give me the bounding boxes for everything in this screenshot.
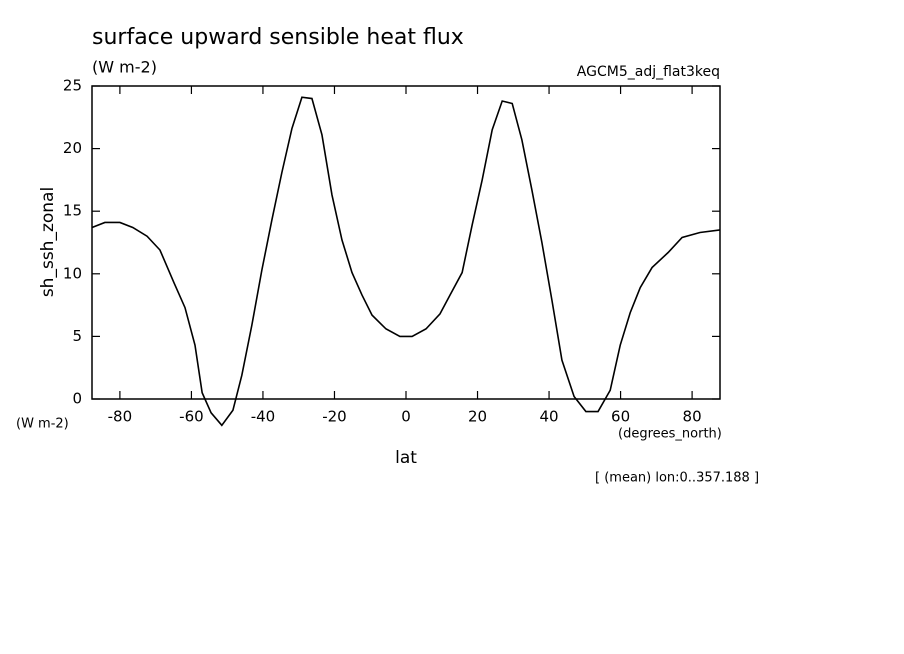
subtitle: (W m-2) <box>92 58 157 77</box>
x-tick-label: -20 <box>322 408 347 426</box>
y-tick-label: 5 <box>72 327 82 345</box>
x-units: (degrees_north) <box>618 427 722 442</box>
x-tick-label: 40 <box>540 408 559 426</box>
y-tick-label: 25 <box>63 77 82 95</box>
x-tick-label: 60 <box>611 408 630 426</box>
x-tick-label: 0 <box>401 408 411 426</box>
data-line <box>91 96 721 427</box>
run-label: AGCM5_adj_flat3keq <box>577 64 720 80</box>
y-units: (W m-2) <box>16 417 69 432</box>
x-axis-label: lat <box>395 448 417 468</box>
x-tick-label: 80 <box>683 408 702 426</box>
x-tick-label: -80 <box>108 408 133 426</box>
note: [ (mean) lon:0..357.188 ] <box>595 471 759 486</box>
x-tick-label: -60 <box>179 408 204 426</box>
y-tick-label: 0 <box>72 390 82 408</box>
y-tick-label: 10 <box>63 264 82 282</box>
chart-title: surface upward sensible heat flux <box>92 25 464 50</box>
y-tick-label: 20 <box>63 139 82 157</box>
y-axis-label: sh_ssh_zonal <box>38 187 58 297</box>
x-tick-label: -40 <box>251 408 276 426</box>
x-tick-label: 20 <box>468 408 487 426</box>
y-tick-label: 15 <box>63 202 82 220</box>
